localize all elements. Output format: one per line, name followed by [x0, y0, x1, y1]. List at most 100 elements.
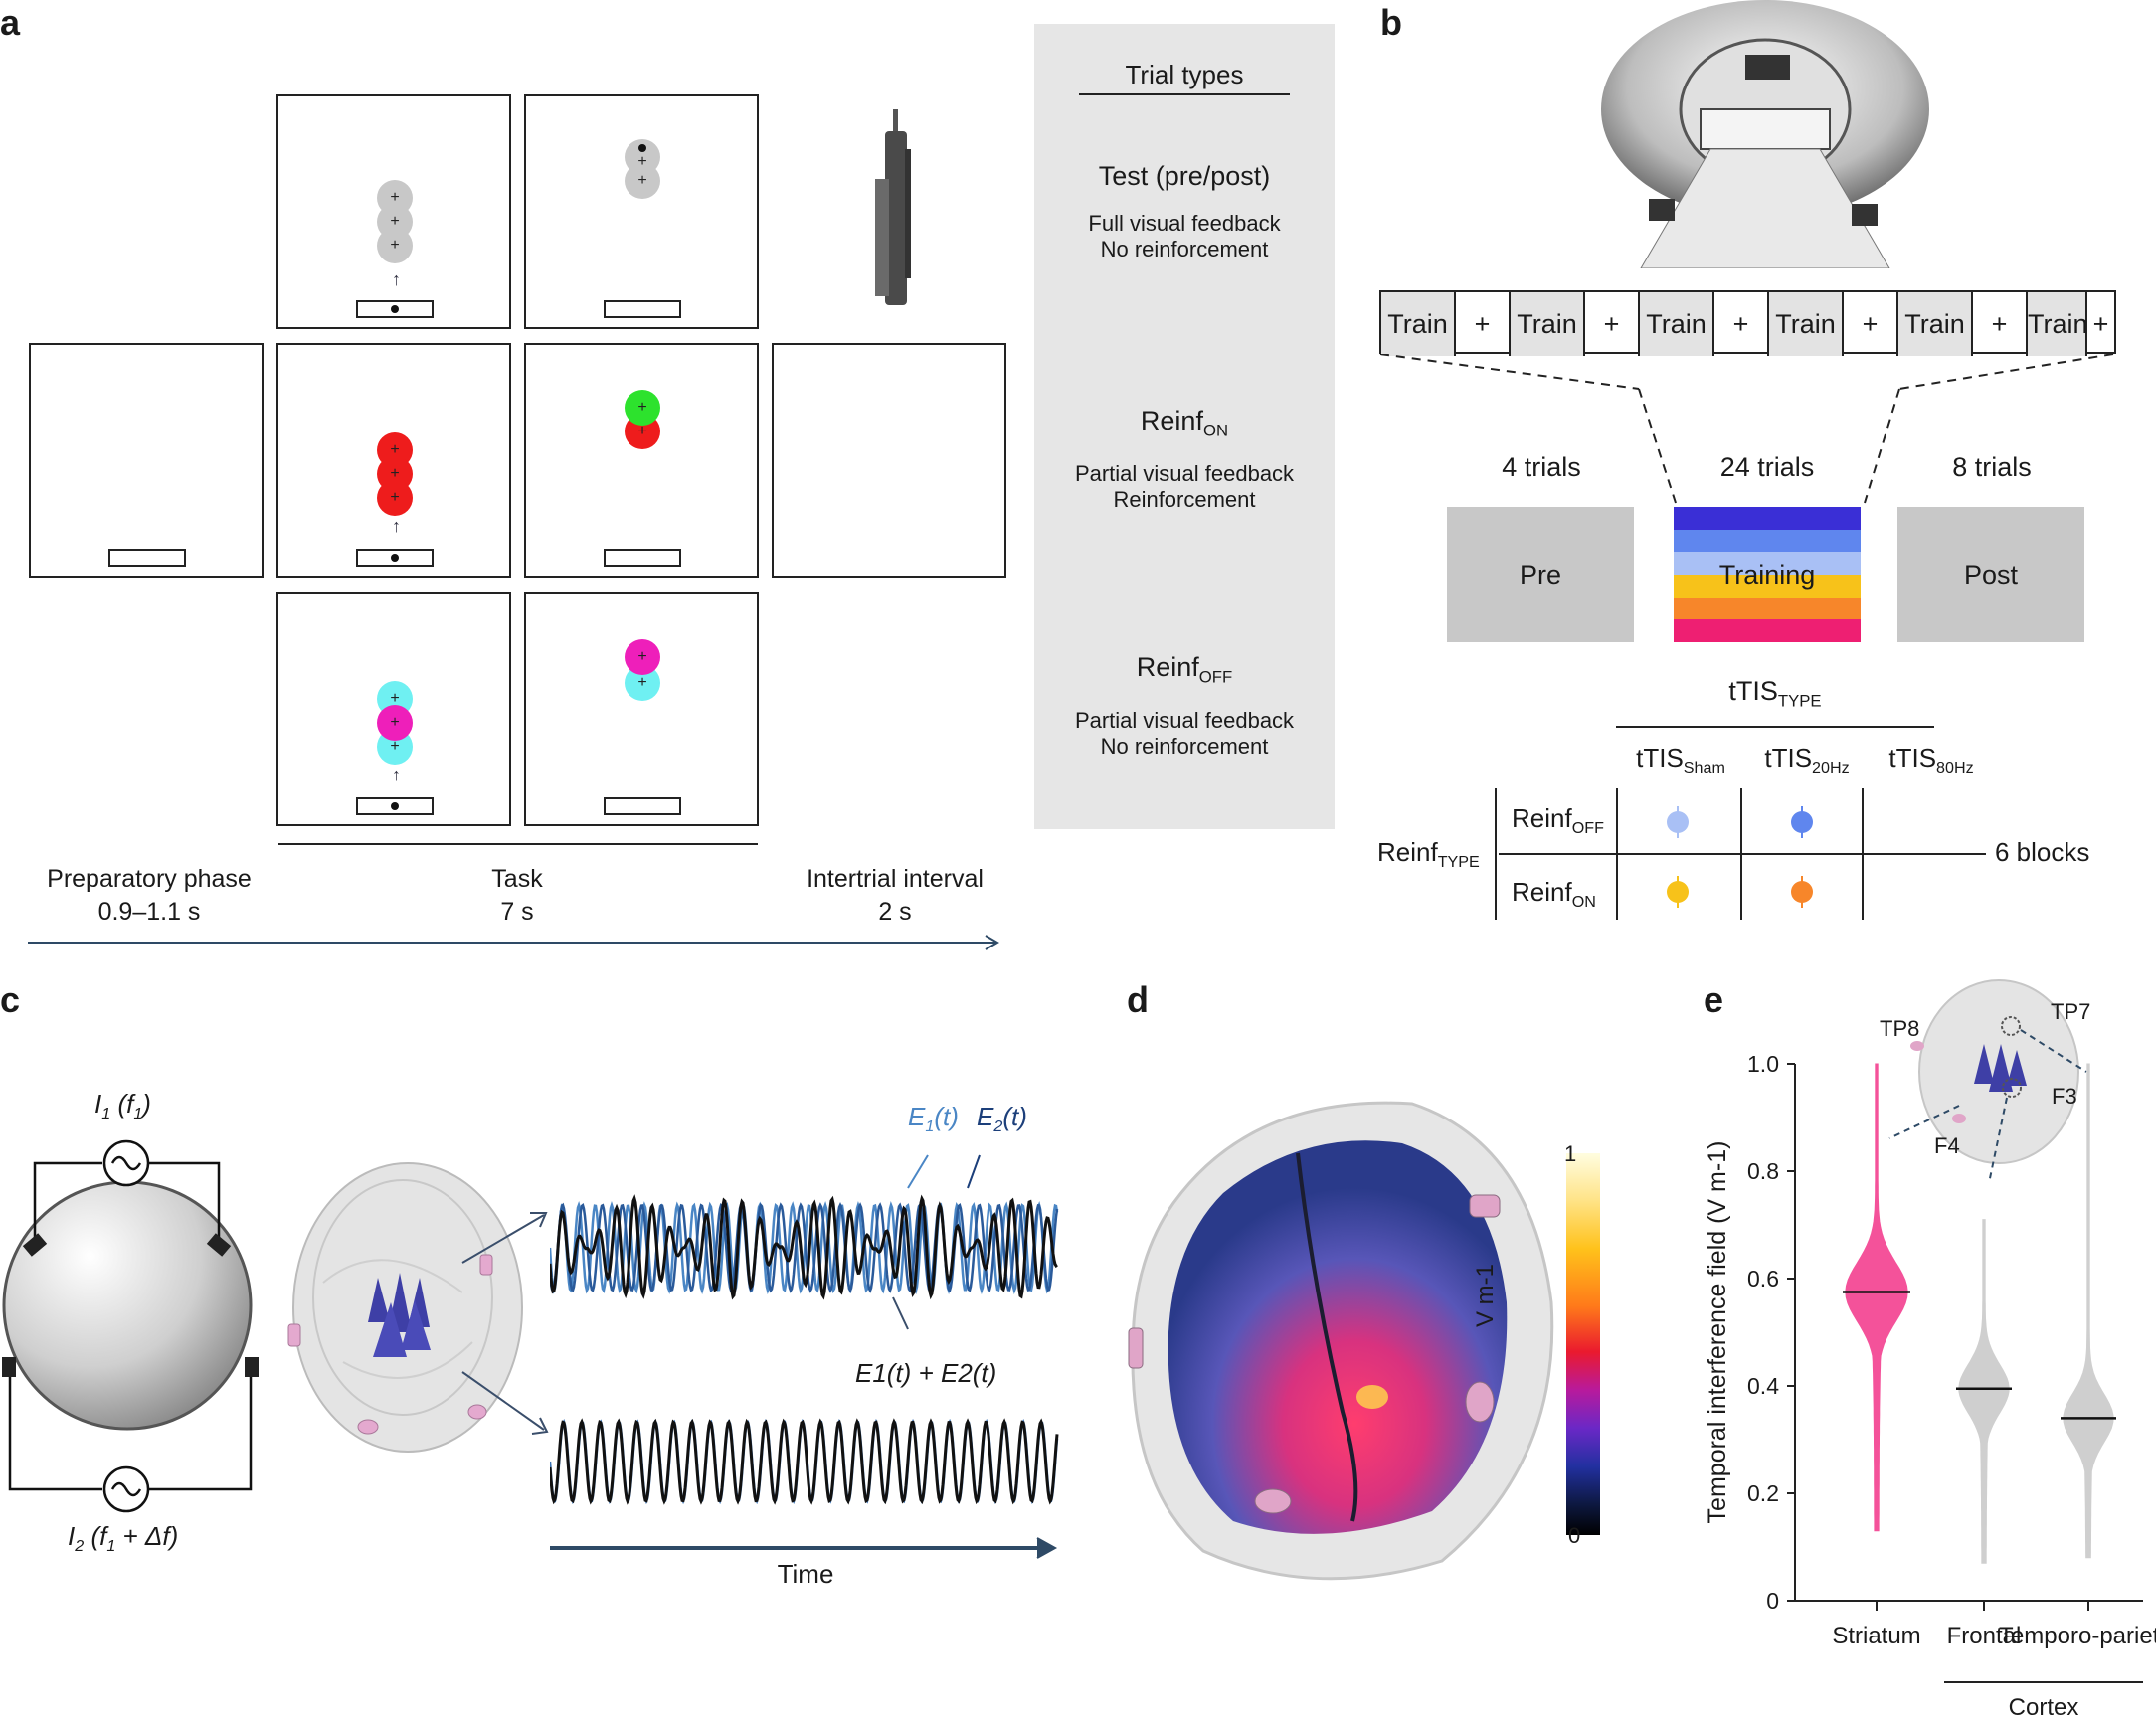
seq-train-4: Train [1769, 292, 1844, 356]
reinf-type-label: ReinfTYPE [1377, 837, 1480, 872]
training-stripe [1674, 529, 1861, 553]
row-reinf-on: ReinfON [1512, 877, 1596, 912]
violin-chart: 0 0.2 0.4 0.6 0.8 1.0 Temporal interference fi… [1704, 979, 2156, 1720]
seq-rest-4: + [1844, 292, 1898, 356]
training-stripe [1674, 507, 1861, 531]
task-screen-reinf-off-post: + + [524, 592, 759, 826]
post-block: Post [1897, 507, 2084, 642]
y-tick-label: 0.2 [1747, 1480, 1779, 1506]
x-label-frontal: Frontal [1947, 1623, 2022, 1649]
trial-types-title: Trial types [1125, 60, 1244, 89]
timeline-arrow [28, 935, 999, 950]
condition-marker [1667, 876, 1689, 908]
y-tick-label: 0.6 [1747, 1266, 1779, 1292]
electrode-label-tp7: TP7 [2051, 999, 2090, 1024]
training-stripe [1674, 575, 1861, 599]
e2-label: E2(t) [977, 1102, 1027, 1136]
phase-prep-dur: 0.9–1.1 s [97, 898, 201, 926]
electrode-label-tp8: TP8 [1880, 1016, 1919, 1041]
seq-train-1: Train [1381, 292, 1456, 356]
phase-task-name: Task [491, 865, 543, 893]
condition-markers [1667, 806, 1813, 908]
training-block: Training [1674, 507, 1861, 643]
field-map-head [1128, 1101, 1554, 1581]
post-count: 8 trials [1952, 452, 2032, 482]
seq-rest-6: + [2092, 309, 2109, 339]
seq-rest-3: + [1714, 292, 1769, 356]
task-bracket [278, 843, 758, 845]
y-tick-label: 0.8 [1747, 1158, 1779, 1184]
violin-2 [2063, 1063, 2114, 1559]
pre-count: 4 trials [1502, 452, 1581, 482]
seq-train-5: Train [1898, 292, 1973, 356]
i2-label: I2 (f1 + Δf) [68, 1521, 179, 1556]
stimulator-device-icon [875, 109, 911, 305]
test-line1: Full visual feedback [1088, 211, 1281, 236]
pre-block: Pre [1447, 507, 1634, 642]
training-stripe [1674, 597, 1861, 620]
seq-rest-1: + [1456, 292, 1511, 356]
electrode-head-inset [1888, 979, 2087, 1184]
y-tick-label: 0.4 [1747, 1373, 1779, 1399]
panel-label-b: b [1380, 2, 1402, 43]
e1-label: E1(t) [908, 1102, 959, 1136]
phase-task-dur: 7 s [500, 898, 534, 926]
y-tick-label: 0 [1766, 1588, 1779, 1614]
mri-scanner-image [1601, 0, 1929, 268]
training-stripe [1674, 619, 1861, 643]
pre-label: Pre [1519, 560, 1562, 590]
training-label: Training [1718, 560, 1816, 590]
reinf-off-line1: Partial visual feedback [1074, 708, 1295, 733]
colorbar-max: 1 [1564, 1141, 1577, 1166]
panel-label-e: e [1704, 979, 1724, 1020]
seq-train-3: Train [1640, 292, 1714, 356]
task-screen-reinf-on-pre: + + + ↑ [276, 343, 511, 578]
panel-label-c: c [0, 979, 21, 1020]
sequence-zoom-lines [1379, 354, 2114, 504]
sum-label: E1(t) + E2(t) [855, 1358, 997, 1388]
time-label: Time [777, 1559, 834, 1589]
violin-1 [1958, 1219, 2010, 1564]
task-screen-test-post: + + [524, 94, 759, 329]
reinf-off-title: ReinfOFF [1136, 652, 1233, 687]
blocks-label: 6 blocks [1995, 837, 2090, 867]
i1-label: I1 (f1) [94, 1089, 151, 1123]
colorbar-min: 0 [1568, 1523, 1581, 1548]
task-screen-reinf-off-pre: + + + ↑ [276, 592, 511, 826]
group-label-cortex: Cortex [2009, 1694, 2079, 1720]
y-axis-label: Temporal interference field (V m-1) [1704, 1141, 1731, 1524]
phase-iti-name: Intertrial interval [807, 865, 984, 893]
y-tick-label: 1.0 [1747, 1051, 1779, 1077]
phase-prep-name: Preparatory phase [47, 865, 252, 893]
condition-marker [1791, 806, 1813, 838]
condition-marker [1791, 876, 1813, 908]
preparatory-screen [29, 343, 264, 578]
reinf-off-line2: No reinforcement [1100, 734, 1269, 759]
electrode-label-f3: F3 [2052, 1084, 2077, 1109]
electrode-label-f4: F4 [1934, 1133, 1960, 1158]
row-reinf-off: ReinfOFF [1512, 803, 1604, 838]
test-title: Test (pre/post) [1098, 161, 1271, 191]
col-20hz: tTIS20Hz [1764, 743, 1850, 777]
training-sequence: Train + Train + Train + Train + Train + … [1379, 290, 2116, 356]
wave-sum [550, 1194, 1058, 1300]
two-current-circuit [2, 1139, 259, 1513]
head-model-image [287, 1162, 523, 1453]
panel-label-a: a [0, 2, 21, 43]
intertrial-screen [772, 343, 1006, 578]
trial-types-panel: Trial types Test (pre/post) Full visual … [1034, 24, 1335, 829]
phase-iti-dur: 2 s [878, 898, 912, 926]
interference-waveforms [550, 1154, 1059, 1559]
zoom-arrows [461, 1212, 549, 1435]
task-screen-reinf-on-post: + + [524, 343, 759, 578]
task-screen-test-pre: + + + ↑ [276, 94, 511, 329]
col-sham: tTISSham [1636, 743, 1725, 777]
seq-train-6: Train [2028, 292, 2088, 356]
reinf-on-line1: Partial visual feedback [1074, 461, 1295, 486]
colorbar [1566, 1153, 1600, 1535]
ttis-type-header: tTISTYPE [1728, 676, 1822, 711]
x-label-temporoparietal: Temporo-parietal [1999, 1623, 2156, 1649]
training-count: 24 trials [1719, 452, 1815, 482]
reinf-on-line2: Reinforcement [1113, 487, 1256, 512]
training-stripe [1674, 552, 1861, 576]
